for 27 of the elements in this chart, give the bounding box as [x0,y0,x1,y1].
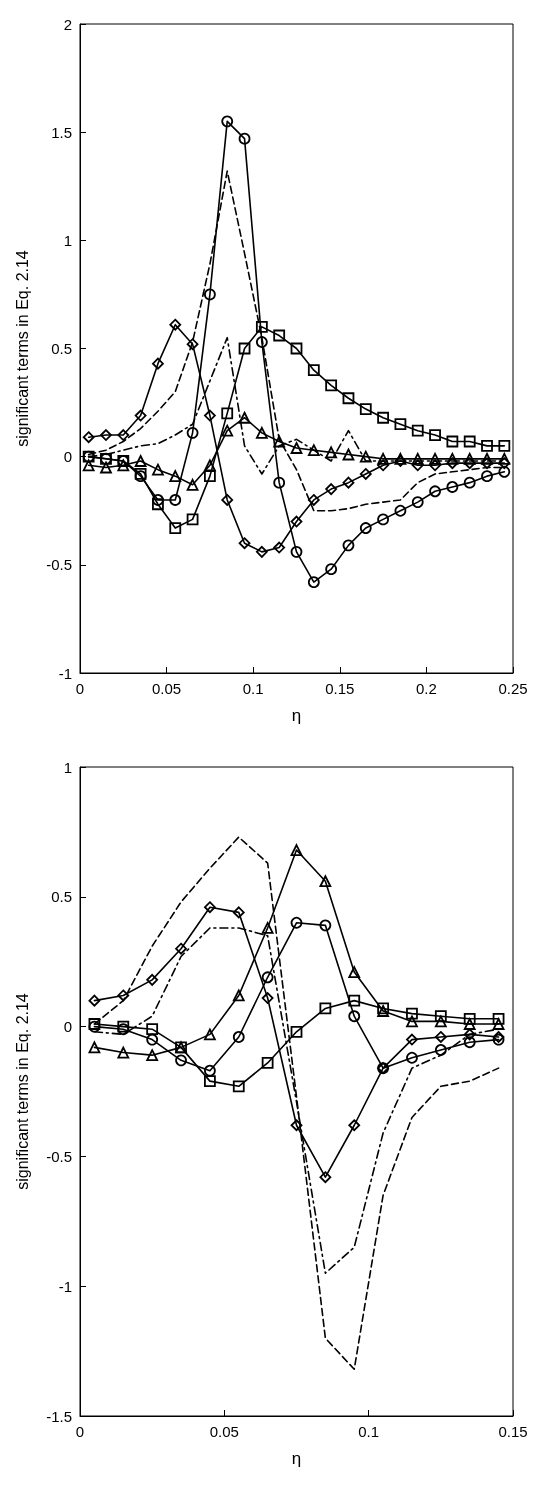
x-tick-label: 0.1 [242,680,264,697]
y-tick-label: 1 [63,231,72,249]
x-tick-label: 0 [75,680,85,697]
x-tick-label: 0 [75,1423,85,1440]
y-axis-title: significant terms in Eq. 2.14 [13,250,31,447]
x-tick-label: 0.2 [415,680,437,697]
y-tick-label: 0 [63,448,72,466]
x-axis-title: η [291,706,302,725]
x-axis-title: η [291,1449,302,1468]
y-tick-label: -1 [58,1277,72,1295]
y-tick-label: 1.5 [51,123,72,141]
x-tick-label: 0.05 [209,1423,239,1440]
y-tick-label: -1 [58,664,72,682]
y-tick-label: 0 [63,1018,72,1036]
y-tick-label: 0.5 [51,888,72,906]
x-tick-label: 0.15 [325,680,355,697]
x-tick-label: 0.1 [358,1423,380,1440]
y-tick-label: -0.5 [46,556,72,574]
y-tick-label: 2 [63,15,72,33]
x-tick-label: 0.25 [498,680,528,697]
y-tick-label: -1.5 [46,1407,72,1425]
y-axis-title: significant terms in Eq. 2.14 [13,993,31,1190]
x-tick-label: 0.05 [152,680,182,697]
y-tick-label: -0.5 [46,1147,72,1165]
y-tick-label: 0.5 [51,340,72,357]
x-tick-label: 0.15 [498,1423,528,1440]
y-tick-label: 1 [63,758,72,776]
